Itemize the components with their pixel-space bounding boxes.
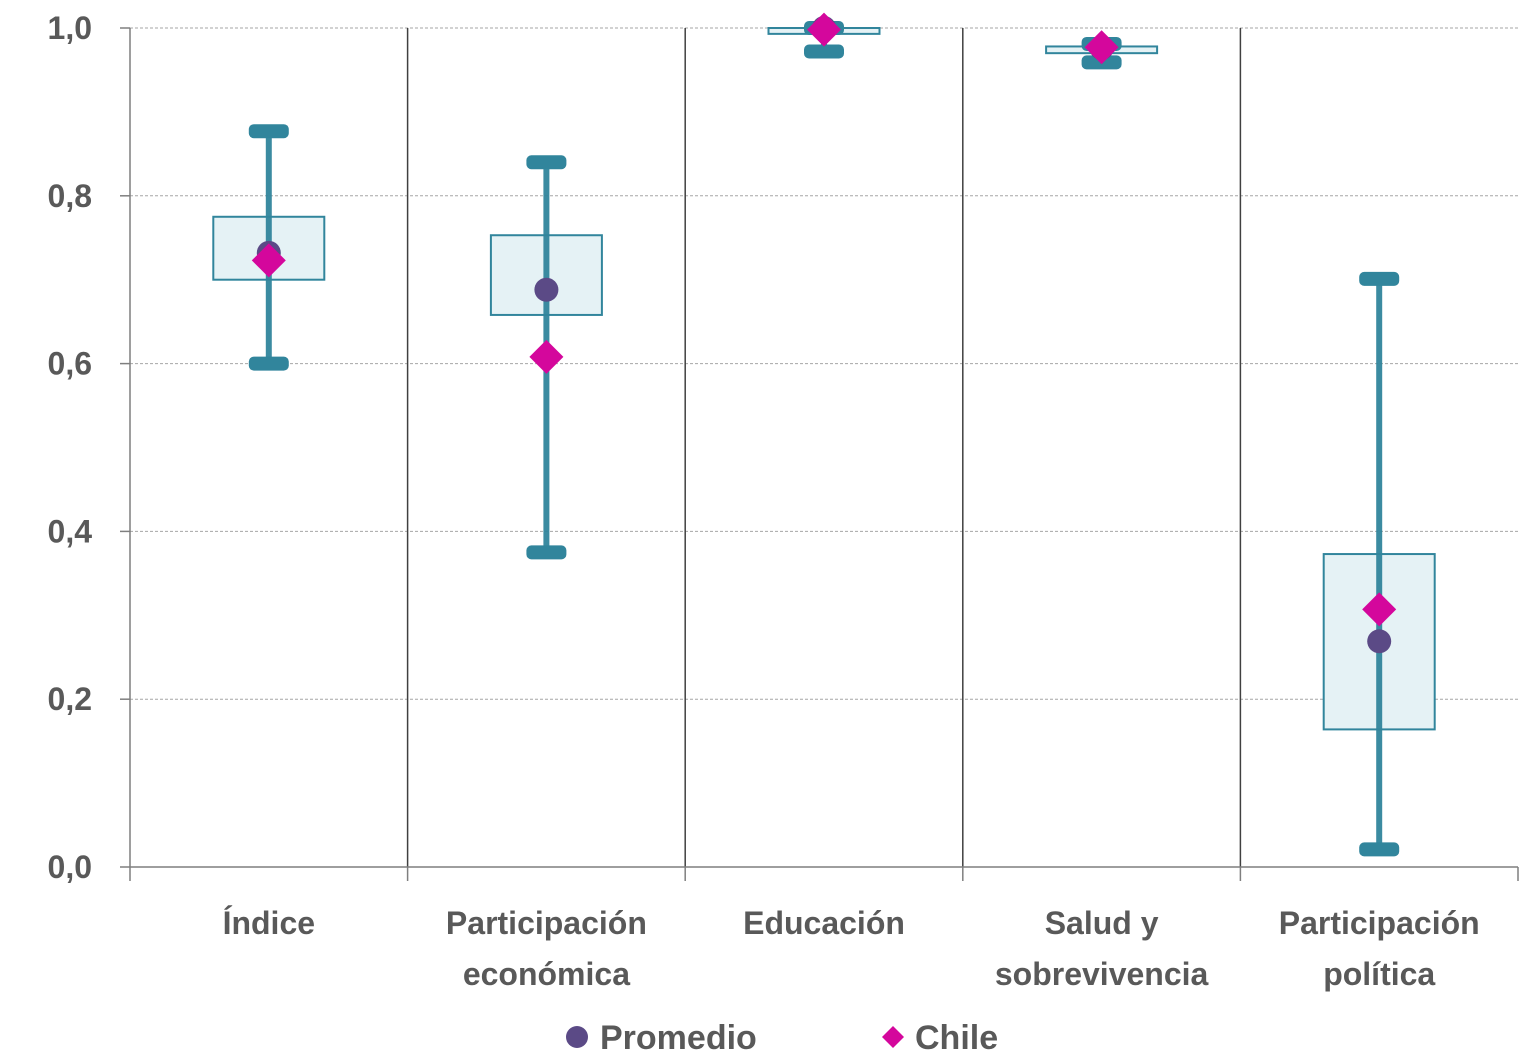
- point-promedio: [534, 277, 559, 302]
- point-chile: [529, 339, 564, 374]
- point-chile: [251, 243, 286, 278]
- legend-marker-promedio: [566, 1026, 588, 1048]
- whisker-cap-bottom: [526, 545, 567, 560]
- whisker-cap-bottom: [248, 356, 289, 371]
- whisker-cap-top: [526, 155, 567, 170]
- whisker-cap-bottom: [1359, 842, 1400, 857]
- box-plot: [1322, 271, 1436, 857]
- point-chile: [1084, 30, 1119, 65]
- x-category-label: Índice: [223, 905, 315, 941]
- whisker-cap-top: [1359, 271, 1400, 286]
- whisker-cap-bottom: [804, 44, 844, 59]
- label-layer: Índice Participación económica Educación Sal…: [223, 905, 1480, 992]
- legend-marker-chile: [882, 1026, 904, 1048]
- point-chile: [807, 12, 841, 47]
- x-category-label: Salud y: [1045, 905, 1159, 941]
- legend-label-promedio: Promedio: [600, 1019, 757, 1054]
- legend: Promedio Chile: [566, 1019, 998, 1054]
- x-category-label: económica: [463, 956, 630, 992]
- x-category-label: política: [1323, 956, 1435, 992]
- y-tick-label: 0,2: [48, 681, 92, 717]
- point-promedio: [1367, 629, 1392, 654]
- box-layer: [212, 21, 1436, 857]
- point-chile: [1362, 592, 1397, 627]
- x-category-label: Participación: [1279, 905, 1480, 941]
- y-tick-label: 0,8: [48, 178, 92, 214]
- x-category-label: Participación: [446, 905, 647, 941]
- separator-layer: [406, 28, 1242, 867]
- x-category-label: Educación: [743, 905, 905, 941]
- y-tick-label: 0,6: [48, 346, 92, 382]
- y-tick-label: 1,0: [48, 10, 92, 46]
- grid-layer: [130, 27, 1518, 700]
- legend-label-chile: Chile: [915, 1019, 998, 1054]
- marker-layer: [251, 12, 1397, 654]
- y-tick-label: 0,4: [48, 513, 93, 549]
- whisker-cap-top: [248, 124, 289, 139]
- axis-layer: 0,0 0,2 0,4 0,6 0,8 1,0: [48, 10, 1519, 885]
- x-category-label: sobrevivencia: [995, 956, 1209, 992]
- y-tick-label: 0,0: [48, 849, 92, 885]
